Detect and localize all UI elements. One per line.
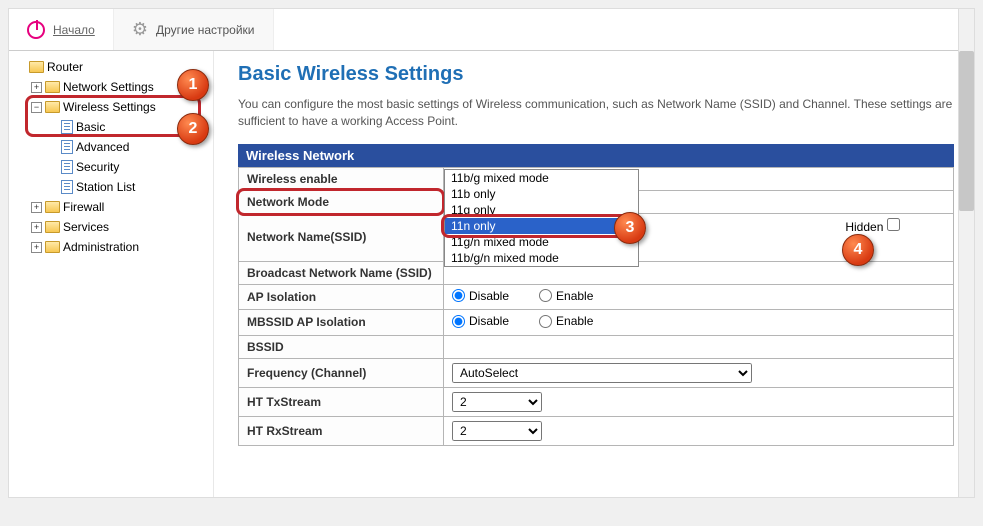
dd-option[interactable]: 11b only [445,186,638,202]
doc-icon [61,160,73,174]
dd-option-selected[interactable]: 11n only [445,218,638,234]
row-value-apiso: Disable Enable [444,284,954,310]
folder-icon [45,81,60,93]
row-value-bssid [444,335,954,358]
callout-badge-3: 3 [614,212,646,244]
htrx-select[interactable]: 2 [452,421,542,441]
tab-other-settings[interactable]: ⚙ Другие настройки [114,9,274,50]
tree-firewall[interactable]: + Firewall [29,197,209,217]
row-label: Frequency (Channel) [239,358,444,387]
tab-other-label: Другие настройки [156,23,255,37]
tree-label: Advanced [76,137,129,157]
row-label: HT RxStream [239,416,444,445]
page-title: Basic Wireless Settings [238,63,954,86]
frequency-select[interactable]: AutoSelect [452,363,752,383]
doc-icon [61,180,73,194]
content-area: Basic Wireless Settings You can configur… [214,51,974,497]
doc-icon [61,120,73,134]
network-mode-dropdown[interactable]: 11b/g mixed mode 11b only 11g only 11n o… [444,169,639,267]
tree-label: Administration [63,237,139,257]
callout-badge-1: 1 [177,69,209,101]
tree-security[interactable]: Security [45,157,209,177]
radio-enable[interactable] [539,315,552,328]
tree-label: Wireless Settings [63,97,156,117]
radio-disable[interactable] [452,289,465,302]
tree-label: Security [76,157,119,177]
row-label: Network Mode [239,190,444,213]
tree-services[interactable]: + Services [29,217,209,237]
row-value-mbssid: Disable Enable [444,310,954,336]
tree-label: Station List [76,177,135,197]
collapse-icon[interactable]: − [31,102,42,113]
scrollbar[interactable] [958,9,974,497]
tree-wireless-settings[interactable]: − Wireless Settings [29,97,209,117]
tree-label: Basic [76,117,105,137]
row-label-text: Network Mode [247,195,329,209]
callout-badge-4: 4 [842,234,874,266]
expand-icon[interactable]: + [31,242,42,253]
radio-disable[interactable] [452,315,465,328]
dd-option[interactable]: 11b/g mixed mode [445,170,638,186]
page-description: You can configure the most basic setting… [238,96,954,130]
tree-label: Firewall [63,197,104,217]
hidden-checkbox[interactable] [887,218,900,231]
row-label: Wireless enable [239,167,444,190]
row-label: MBSSID AP Isolation [239,310,444,336]
tree-station-list[interactable]: Station List [45,177,209,197]
row-value-htrx: 2 [444,416,954,445]
tree-label: Services [63,217,109,237]
row-label: HT TxStream [239,387,444,416]
folder-icon [29,61,44,73]
dd-option[interactable]: 11g/n mixed mode [445,234,638,250]
httx-select[interactable]: 2 [452,392,542,412]
panel-heading: Wireless Network [238,144,954,167]
expand-icon[interactable]: + [31,222,42,233]
row-value-mode: 11b/g mixed mode 11b only 11g only 11n o… [444,190,954,213]
tree-root-label: Router [47,57,83,77]
hidden-checkbox-label[interactable]: Hidden [845,220,899,234]
tab-start[interactable]: Начало [9,9,114,50]
mbssid-disable[interactable]: Disable [452,314,509,328]
tree-administration[interactable]: + Administration [29,237,209,257]
sidebar-tree: Router + Network Settings − Wireless Set… [9,51,214,497]
expand-icon[interactable]: + [31,82,42,93]
mbssid-enable[interactable]: Enable [539,314,593,328]
row-label: AP Isolation [239,284,444,310]
tree-label: Network Settings [63,77,154,97]
power-icon [27,21,45,39]
folder-icon [45,221,60,233]
folder-icon [45,241,60,253]
row-value-httx: 2 [444,387,954,416]
apiso-enable[interactable]: Enable [539,289,593,303]
apiso-disable[interactable]: Disable [452,289,509,303]
scrollbar-thumb[interactable] [959,51,974,211]
row-label: Network Name(SSID) [239,213,444,261]
dd-option-label: 11n only [451,219,495,233]
tab-start-label: Начало [53,23,95,37]
dd-option[interactable]: 11b/g/n mixed mode [445,250,638,266]
row-label: BSSID [239,335,444,358]
folder-icon [45,201,60,213]
gear-icon: ⚙ [132,19,148,40]
radio-enable[interactable] [539,289,552,302]
top-tabs: Начало ⚙ Другие настройки [9,9,974,51]
expand-icon[interactable]: + [31,202,42,213]
row-value-freq: AutoSelect [444,358,954,387]
doc-icon [61,140,73,154]
dd-option[interactable]: 11g only [445,202,638,218]
callout-badge-2: 2 [177,113,209,145]
settings-table: Wireless enable Network Mode 11b/g mixed… [238,167,954,446]
row-label: Broadcast Network Name (SSID) [239,261,444,284]
folder-icon [45,101,60,113]
